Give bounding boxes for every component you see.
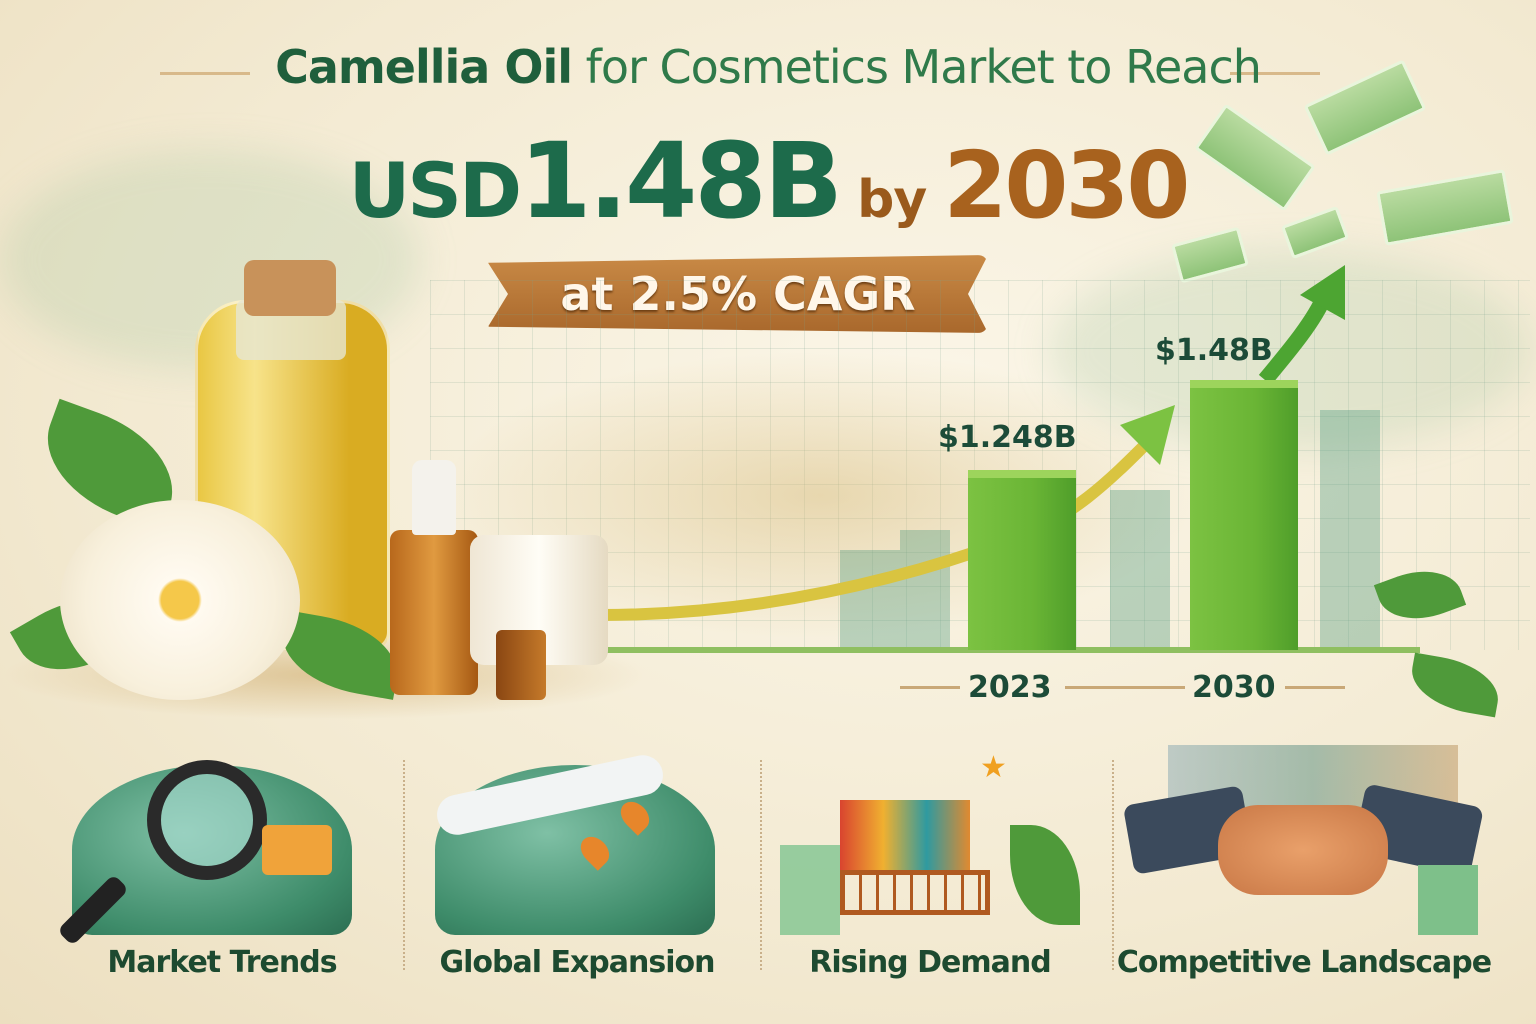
building-bars [780, 845, 840, 935]
panel-divider [1112, 760, 1114, 970]
title-line-2: USD1.48B by 2030 [0, 120, 1536, 242]
chart-baseline [600, 647, 1420, 653]
title-by: by [840, 170, 944, 230]
cagr-ribbon: at 2.5% CAGR [488, 255, 988, 333]
camellia-flower-icon [60, 500, 300, 700]
background-bar [1110, 490, 1170, 650]
title-decoration-left [160, 72, 250, 75]
shopping-cart-icon [840, 870, 990, 915]
year-label-2023: 2023 [968, 670, 1052, 705]
market-trends-illustration [32, 745, 372, 947]
title-decoration-right [1230, 72, 1320, 75]
bottle-cork [244, 260, 336, 316]
global-expansion-illustration [395, 745, 735, 935]
axis-dash [1285, 686, 1345, 689]
building-icon [1418, 865, 1478, 935]
star-icon: ★ [980, 750, 1007, 785]
axis-dash [900, 686, 960, 689]
growth-arrow-head [1300, 265, 1345, 320]
bar-label-2023: $1.248B [938, 420, 1077, 455]
rising-demand-illustration: ★ [770, 745, 1110, 935]
title-line-1: Camellia Oil for Cosmetics Market to Rea… [0, 40, 1536, 94]
serum-bottle-icon [390, 530, 478, 695]
curve-arrow-head [1120, 405, 1175, 465]
handshake-icon [1218, 805, 1388, 895]
background-bar [900, 530, 950, 650]
bar-2030 [1190, 380, 1298, 650]
category-competitive-landscape: Competitive Landscape [1116, 945, 1492, 980]
title-year: 2030 [943, 132, 1190, 239]
small-vial-icon [496, 630, 546, 700]
panel-divider [403, 760, 405, 970]
background-bar [1320, 410, 1380, 650]
bar-label-2030: $1.48B [1155, 333, 1273, 368]
category-global-expansion: Global Expansion [439, 945, 716, 980]
background-bar [840, 550, 900, 650]
title-rest: for Cosmetics Market to Reach [572, 40, 1262, 94]
panel-divider [760, 760, 762, 970]
category-market-trends: Market Trends [107, 945, 337, 980]
year-label-2030: 2030 [1192, 670, 1276, 705]
title-currency: USD [348, 146, 523, 235]
magnifier-globe-icon [147, 760, 267, 880]
title-value: 1.48B [519, 120, 843, 242]
growth-arrow [1258, 291, 1333, 386]
bar-2023 [968, 470, 1076, 650]
chart-badge-icon [262, 825, 332, 875]
category-rising-demand: Rising Demand [809, 945, 1051, 980]
products-in-cart [840, 800, 970, 875]
axis-dash [1065, 686, 1185, 689]
competitive-landscape-illustration [1122, 745, 1484, 935]
dropper-cap [412, 460, 456, 535]
title-product: Camellia Oil [275, 40, 573, 94]
leaf-icon [1010, 825, 1080, 925]
